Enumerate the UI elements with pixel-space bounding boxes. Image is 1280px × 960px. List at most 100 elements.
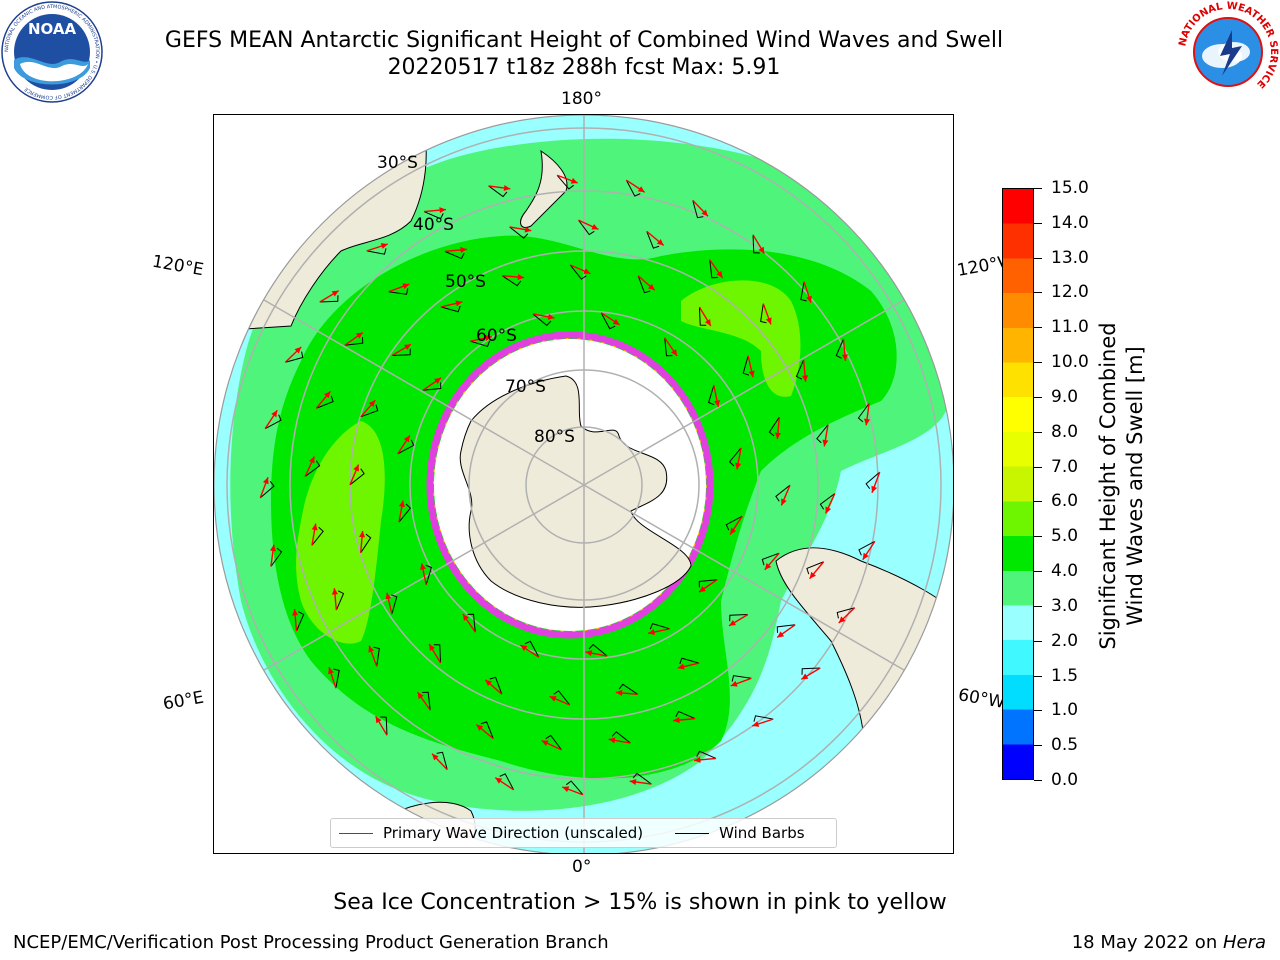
lat-label-50s: 50°S	[445, 272, 486, 292]
colorbar-tick-label: 0.5	[1051, 735, 1079, 756]
wave-arrow-head	[355, 332, 363, 339]
wave-arrow-head	[758, 246, 765, 254]
colorbar-tick	[1034, 571, 1042, 573]
wind-barb	[752, 234, 760, 254]
legend-swatch-barbs	[675, 832, 710, 834]
wave-arrow-head	[608, 737, 616, 744]
wave-arrow-head	[806, 295, 812, 303]
wind-barb	[819, 493, 836, 510]
wind-barb	[816, 424, 829, 444]
wind-barb	[360, 533, 372, 554]
madagascar	[254, 772, 303, 822]
wave-arrow-head	[583, 268, 591, 274]
wind-barb	[499, 773, 515, 791]
colorbar-tick	[1034, 501, 1042, 503]
wind-barb	[600, 312, 616, 330]
wave-arrow-head	[677, 663, 685, 670]
wave-arrow-head	[863, 418, 871, 426]
sea-ice-note: Sea Ice Concentration > 15% is shown in …	[333, 890, 947, 915]
wind-barb	[588, 643, 608, 657]
wave-arrow-head	[764, 563, 772, 570]
footer-credit: NCEP/EMC/Verification Post Processing Pr…	[13, 932, 609, 953]
colorbar-tick-label: 1.0	[1051, 700, 1079, 721]
wind-barb	[646, 231, 660, 249]
wave-arrow-head	[460, 246, 467, 253]
wave-arrow-head	[503, 184, 511, 192]
wind-barb	[556, 174, 574, 190]
wind-barb	[637, 275, 651, 294]
wave-arrow-head	[524, 226, 532, 233]
lon-label-lower-left: 60°E	[161, 687, 206, 715]
wind-barb	[725, 515, 743, 531]
wind-barb	[729, 613, 748, 622]
colorbar-tick-label: 2.0	[1051, 630, 1079, 651]
legend-label-barbs: Wind Barbs	[719, 824, 805, 842]
lat-label-70s: 70°S	[505, 377, 546, 397]
colorbar-tick	[1034, 292, 1042, 294]
wave-arrow-head	[729, 619, 736, 626]
colorbar-tick-label: 7.0	[1051, 456, 1079, 477]
wave-arrow-head	[541, 740, 549, 747]
wind-barb	[467, 613, 476, 633]
colorbar-tick	[1034, 710, 1042, 712]
wind-barb	[835, 338, 844, 359]
wave-arrow-head	[802, 375, 809, 382]
wind-barb	[319, 295, 339, 303]
wave-arrow-head	[748, 370, 755, 378]
wind-barb	[501, 275, 522, 287]
colorbar-tick	[1034, 640, 1042, 642]
colorbar-tick-label: 6.0	[1051, 491, 1079, 512]
lat-label-30s: 30°S	[377, 153, 418, 173]
map-subtitle: 20220517 t18z 288h fcst Max: 5.91	[387, 55, 781, 80]
wave-arrow-head	[517, 274, 525, 281]
wind-barb	[731, 675, 752, 682]
wind-barb	[692, 200, 704, 219]
wind-barb	[422, 382, 442, 391]
wind-barb	[728, 447, 742, 467]
colorbar-tick-label: 1.5	[1051, 665, 1079, 686]
wind-barb	[285, 351, 304, 363]
wave-arrow-head	[694, 756, 701, 763]
wind-barb	[857, 403, 870, 423]
colorbar-tick-label: 8.0	[1051, 421, 1079, 442]
wind-barb	[392, 348, 411, 357]
wind-barb	[270, 547, 283, 567]
wind-barb	[509, 226, 529, 239]
wave-arrow-head	[714, 400, 721, 407]
wave-arrow-head	[308, 456, 315, 464]
wave-arrow-head	[368, 400, 376, 407]
wind-barb	[264, 414, 282, 430]
colorbar-tick	[1034, 327, 1042, 329]
colorbar-tick	[1034, 605, 1042, 607]
map-title: GEFS MEAN Antarctic Significant Height o…	[164, 28, 1004, 53]
wind-barb	[753, 715, 774, 722]
colorbar-tick-label: 15.0	[1051, 178, 1089, 198]
legend-label-wave: Primary Wave Direction (unscaled)	[383, 824, 644, 842]
wave-arrow-head	[353, 464, 359, 472]
wave-arrow-head	[671, 349, 678, 357]
wind-barb	[433, 644, 442, 663]
wave-arrow-head	[822, 439, 829, 447]
wave-arrow-head	[735, 462, 742, 470]
wind-barb	[373, 646, 380, 667]
wave-arrow-head	[549, 696, 557, 702]
wave-arrow-head	[368, 645, 375, 653]
wind-barb	[664, 337, 673, 357]
lat-label-40s: 40°S	[413, 215, 454, 235]
wave-arrow-head	[380, 243, 388, 249]
colorbar-tick	[1034, 536, 1042, 538]
wave-arrow-head	[375, 716, 382, 724]
wind-barb	[698, 579, 718, 588]
lat-label-60s: 60°S	[476, 326, 517, 346]
wave-arrow-head	[398, 500, 405, 508]
wind-barb	[776, 624, 796, 633]
colorbar-tick-label: 9.0	[1051, 386, 1079, 407]
wind-barb	[524, 640, 540, 658]
wind-barb	[398, 503, 412, 523]
wave-band-5m-b	[681, 280, 801, 397]
wave-arrow-head	[404, 344, 411, 351]
lon-label-upper-left: 120°E	[150, 251, 206, 281]
wind-barb	[488, 185, 508, 198]
wind-barb	[760, 303, 767, 324]
wind-barb	[578, 219, 595, 236]
